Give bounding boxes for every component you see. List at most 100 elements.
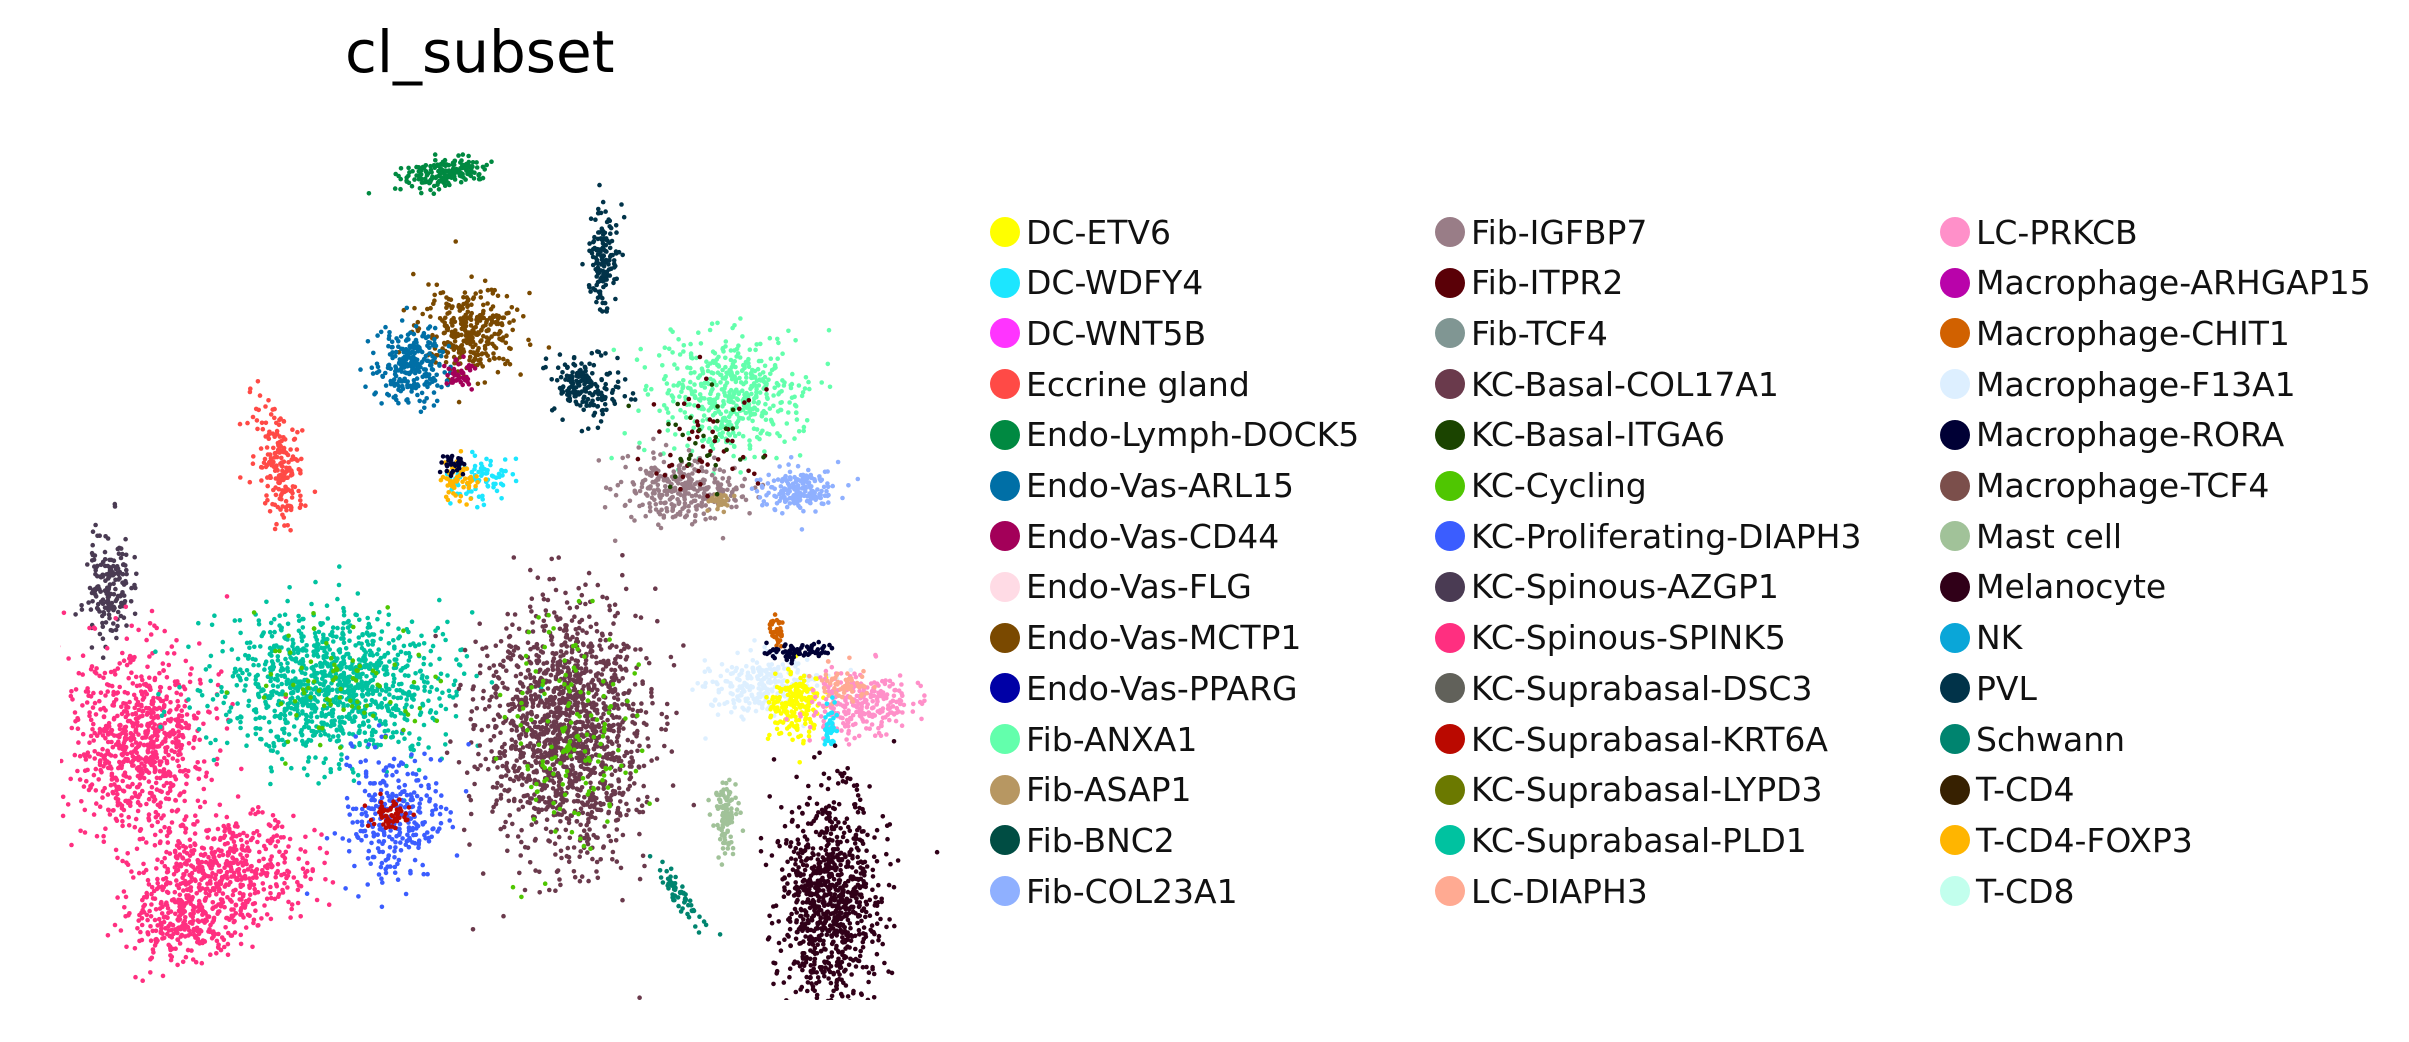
scatter-point — [697, 392, 703, 397]
scatter-point — [110, 808, 116, 813]
scatter-point — [290, 669, 296, 674]
scatter-point — [678, 407, 683, 413]
scatter-point — [91, 721, 96, 727]
scatter-point — [283, 498, 289, 504]
scatter-point — [712, 480, 717, 485]
scatter-point — [129, 869, 134, 874]
scatter-point — [458, 494, 464, 499]
scatter-point — [643, 387, 648, 393]
scatter-point — [747, 511, 752, 516]
scatter-point — [582, 394, 587, 400]
scatter-point — [421, 655, 427, 661]
scatter-point — [95, 606, 101, 612]
scatter-point — [87, 585, 93, 591]
scatter-point — [141, 775, 147, 781]
scatter-point — [593, 389, 598, 395]
scatter-point — [93, 712, 99, 717]
scatter-point — [622, 394, 628, 399]
scatter-point — [137, 741, 143, 746]
scatter-point — [91, 738, 96, 743]
scatter-point — [173, 797, 178, 803]
scatter-point — [806, 379, 811, 385]
scatter-point — [798, 478, 804, 484]
scatter-point — [465, 298, 471, 304]
scatter-point — [227, 830, 233, 835]
scatter-point — [600, 232, 606, 237]
scatter-point — [416, 176, 422, 182]
scatter-point — [309, 728, 314, 734]
scatter-point — [78, 828, 83, 834]
scatter-point — [490, 341, 495, 347]
scatter-point — [409, 183, 415, 189]
scatter-point — [177, 892, 183, 898]
scatter-point — [740, 368, 745, 373]
scatter-point — [688, 379, 693, 385]
scatter-point — [301, 766, 307, 771]
scatter-point — [685, 443, 690, 449]
scatter-point — [168, 921, 173, 927]
scatter-point — [256, 858, 262, 864]
scatter-point — [224, 594, 230, 599]
scatter-point — [456, 347, 462, 353]
scatter-point — [657, 511, 663, 517]
scatter-point — [367, 624, 373, 630]
scatter-point — [406, 337, 411, 342]
scatter-point — [284, 875, 289, 881]
scatter-point — [115, 609, 121, 615]
scatter-point — [420, 359, 425, 364]
scatter-point — [259, 916, 264, 921]
scatter-point — [469, 302, 474, 307]
scatter-point — [144, 840, 149, 845]
scatter-point — [253, 731, 259, 737]
scatter-point — [699, 465, 704, 470]
scatter-point — [759, 483, 765, 489]
scatter-point — [602, 402, 608, 407]
scatter-point — [110, 744, 116, 750]
scatter-point — [229, 836, 234, 841]
scatter-point — [444, 468, 450, 474]
scatter-point — [265, 483, 270, 489]
scatter-point — [611, 347, 617, 353]
scatter-point — [780, 351, 785, 356]
scatter-point — [177, 852, 183, 857]
scatter-point — [457, 499, 463, 504]
scatter-point — [451, 491, 456, 496]
scatter-point — [216, 942, 221, 947]
scatter-point — [271, 487, 276, 493]
scatter-point — [236, 673, 241, 679]
scatter-point — [209, 866, 214, 871]
scatter-point — [343, 646, 349, 651]
scatter-point — [185, 933, 191, 938]
scatter-point — [183, 954, 189, 960]
scatter-point — [284, 465, 289, 471]
scatter-point — [360, 632, 365, 638]
scatter-point — [296, 613, 301, 619]
scatter-point — [83, 689, 89, 694]
scatter-point — [182, 686, 188, 692]
scatter-point — [160, 973, 166, 979]
scatter-point — [92, 587, 97, 592]
scatter-point — [479, 473, 484, 479]
scatter-point — [281, 435, 286, 440]
scatter-point — [234, 683, 240, 688]
scatter-point — [677, 509, 683, 515]
scatter-point — [421, 722, 427, 728]
scatter-point — [484, 470, 490, 476]
scatter-point — [484, 162, 490, 168]
scatter-point — [178, 752, 183, 757]
scatter-point — [101, 764, 106, 769]
scatter-point — [158, 800, 163, 805]
scatter-point — [642, 477, 648, 483]
scatter-point — [216, 885, 222, 891]
scatter-point — [262, 456, 268, 462]
scatter-point — [135, 800, 141, 806]
scatter-point — [202, 799, 208, 805]
scatter-point — [193, 813, 198, 818]
scatter-point — [768, 356, 774, 361]
scatter-point — [598, 293, 603, 298]
scatter-point — [456, 456, 461, 461]
scatter-point — [140, 978, 145, 983]
scatter-point — [478, 339, 483, 344]
scatter-point — [813, 509, 818, 514]
scatter-point — [242, 688, 247, 693]
